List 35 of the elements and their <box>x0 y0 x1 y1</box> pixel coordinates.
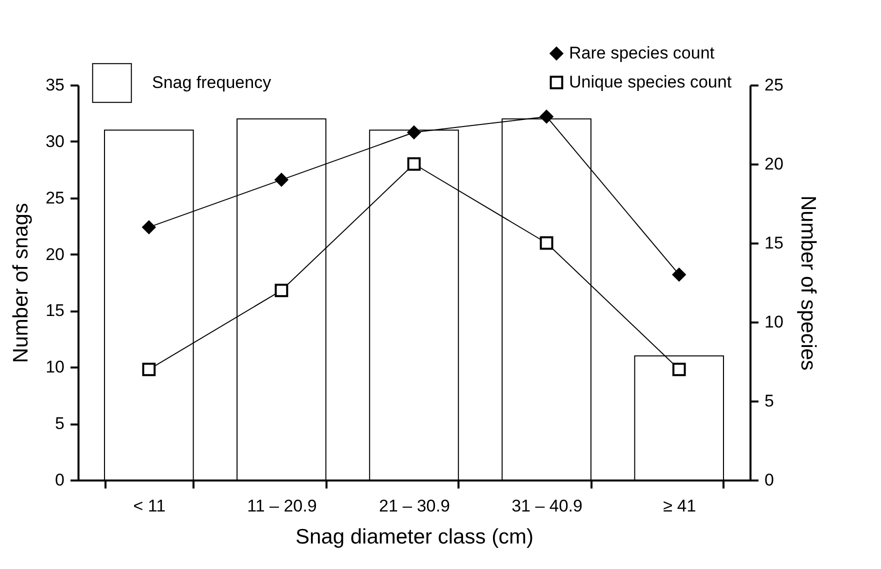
x-tick-label: 31 – 40.9 <box>512 496 582 516</box>
point <box>672 268 686 282</box>
y-tick-label: 15 <box>46 301 64 320</box>
point <box>274 284 288 298</box>
y2-tick-label: 0 <box>764 470 774 490</box>
y-tick-label: 5 <box>55 414 64 434</box>
x-tick-label: 11 – 20.9 <box>247 496 317 516</box>
y-tick-label: 10 <box>46 358 64 377</box>
y-tick-label: 30 <box>46 132 64 151</box>
point <box>407 126 421 140</box>
y2-tick-label: 10 <box>764 312 784 332</box>
x-axis-title: Snag diameter class (cm) <box>295 526 534 548</box>
legend-label: Rare species count <box>569 44 715 62</box>
y-tick-label: 35 <box>46 76 64 94</box>
point <box>274 173 288 186</box>
y2-tick-label: 20 <box>764 154 784 174</box>
legend-label: Snag frequency <box>152 73 272 92</box>
y-tick-label: 0 <box>55 470 64 490</box>
y-tick-label: 20 <box>46 244 64 264</box>
x-tick-label: 21 – 30.9 <box>379 496 450 516</box>
point <box>540 236 554 250</box>
y-axis-title: Number of snags <box>10 203 33 363</box>
point <box>672 362 686 376</box>
y2-tick-label: 5 <box>764 392 774 410</box>
x-tick-label: ≥ 41 <box>663 496 696 516</box>
legend-label: Unique species count <box>569 72 732 92</box>
y2-tick-label: 15 <box>764 234 784 252</box>
y-tick-label: 25 <box>46 188 64 208</box>
x-tick-label: < 11 <box>133 496 166 516</box>
point <box>407 157 421 171</box>
y2-axis-title: Number of species <box>796 195 820 371</box>
point <box>540 110 554 124</box>
y2-tick-label: 25 <box>764 76 784 94</box>
point <box>142 220 156 234</box>
point <box>142 362 156 376</box>
